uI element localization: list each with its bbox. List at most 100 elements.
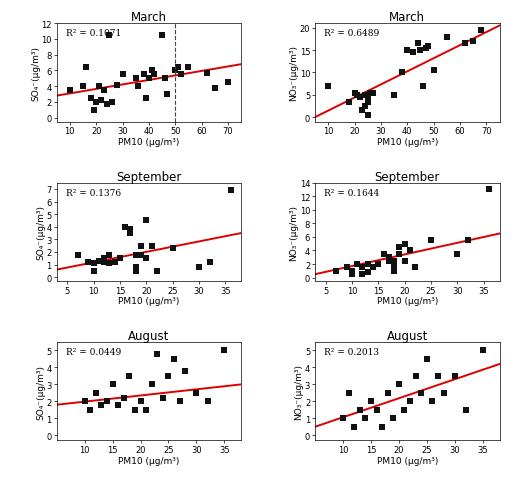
Point [105, 251, 113, 259]
Title: August: August [387, 329, 428, 342]
Point [390, 264, 398, 272]
Point [140, 71, 148, 79]
Y-axis label: NO₃⁻(μg/m³): NO₃⁻(μg/m³) [289, 204, 298, 260]
Point [395, 381, 403, 389]
Point [136, 398, 145, 406]
Point [97, 401, 106, 409]
Point [451, 372, 459, 380]
Point [114, 401, 122, 409]
Point [153, 268, 161, 275]
Point [385, 257, 393, 265]
Y-axis label: NO₃⁻(μg/m³): NO₃⁻(μg/m³) [295, 363, 303, 419]
Point [485, 186, 493, 194]
Point [416, 47, 424, 55]
Y-axis label: SO₄⁻(μg/m³): SO₄⁻(μg/m³) [36, 205, 45, 260]
Point [427, 237, 435, 244]
Text: R² = 0.0449: R² = 0.0449 [66, 347, 121, 356]
Point [411, 264, 419, 272]
Point [227, 187, 235, 195]
Point [439, 389, 448, 397]
Point [408, 49, 417, 57]
Point [477, 27, 485, 35]
Y-axis label: SO₄⁻(μg/m³): SO₄⁻(μg/m³) [36, 364, 45, 419]
Point [164, 372, 173, 380]
Point [378, 423, 386, 431]
Point [361, 92, 369, 100]
Point [92, 389, 100, 397]
Point [176, 398, 184, 406]
Point [350, 90, 358, 97]
Point [419, 83, 427, 91]
Point [350, 423, 358, 431]
Point [361, 103, 369, 111]
Point [358, 107, 367, 115]
Point [131, 406, 139, 414]
Point [374, 260, 383, 268]
Point [181, 367, 190, 375]
Point [384, 389, 392, 397]
Title: September: September [116, 170, 182, 183]
Point [90, 268, 98, 275]
Point [422, 45, 430, 53]
Point [364, 98, 372, 106]
Point [132, 76, 140, 83]
Point [100, 258, 108, 266]
Point [103, 398, 111, 406]
Point [364, 260, 372, 268]
Point [342, 264, 351, 272]
Point [401, 240, 409, 248]
Point [423, 355, 431, 363]
Point [443, 34, 451, 42]
Point [134, 83, 143, 91]
Point [364, 269, 372, 276]
Point [121, 224, 129, 231]
Point [380, 250, 388, 258]
Point [224, 79, 232, 87]
Point [132, 251, 140, 259]
Point [170, 355, 178, 363]
Point [469, 38, 477, 46]
Point [90, 106, 98, 114]
Point [220, 347, 229, 355]
Point [147, 67, 156, 75]
Point [428, 398, 437, 406]
Point [369, 264, 377, 272]
Point [142, 217, 150, 225]
Point [390, 267, 398, 275]
Point [390, 257, 398, 265]
Point [332, 267, 340, 275]
Point [132, 268, 140, 275]
Point [142, 406, 150, 414]
Point [90, 260, 98, 268]
Point [356, 94, 364, 102]
Point [177, 71, 185, 79]
Point [211, 85, 219, 92]
Point [137, 251, 145, 259]
Point [395, 250, 403, 258]
Y-axis label: NO₃⁻(μg/m³): NO₃⁻(μg/m³) [289, 45, 298, 101]
Point [158, 32, 166, 40]
Title: March: March [389, 11, 425, 24]
Point [192, 389, 200, 397]
Point [97, 97, 106, 105]
Point [203, 70, 211, 77]
Point [398, 69, 406, 77]
Title: August: August [128, 329, 169, 342]
Point [66, 87, 74, 95]
Point [348, 271, 356, 278]
Point [348, 267, 356, 275]
Point [364, 94, 372, 102]
Point [403, 47, 411, 55]
Point [358, 264, 367, 272]
Point [126, 226, 134, 234]
Point [406, 398, 414, 406]
Point [95, 257, 103, 265]
Point [395, 243, 403, 251]
Point [364, 112, 372, 120]
Point [148, 381, 156, 389]
Point [203, 398, 212, 406]
X-axis label: PM10 (μg/m³): PM10 (μg/m³) [376, 297, 438, 305]
Point [126, 230, 134, 238]
Point [461, 40, 469, 48]
Text: R² = 0.2013: R² = 0.2013 [324, 347, 379, 356]
